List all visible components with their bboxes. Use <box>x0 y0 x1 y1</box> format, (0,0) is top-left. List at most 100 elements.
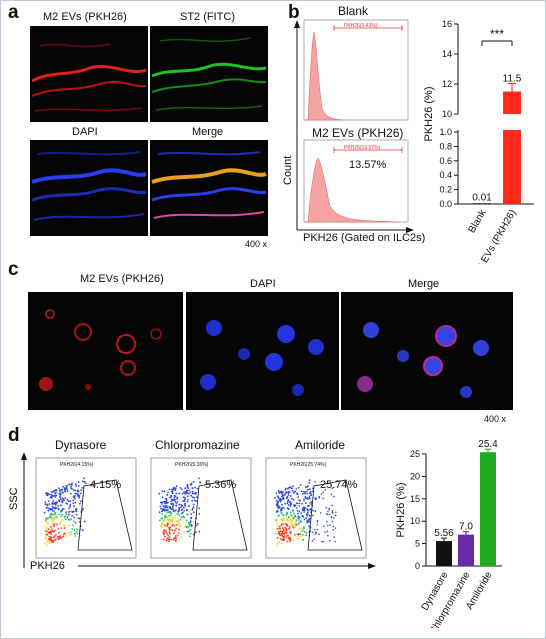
dot-point <box>281 492 283 495</box>
dot-point <box>162 505 165 508</box>
dot-point <box>74 535 77 537</box>
dot-point <box>300 512 303 514</box>
dot-point <box>69 500 72 502</box>
dot-point <box>277 514 280 517</box>
panel-d-letter: d <box>8 425 20 446</box>
dot-point <box>324 531 326 533</box>
dot-point <box>163 524 166 527</box>
chart-b-ylabel: PKH26 (%) <box>424 86 435 141</box>
dot-point <box>73 529 76 532</box>
dot-point <box>329 524 332 526</box>
dot-point <box>188 524 191 527</box>
dot-point <box>331 487 334 489</box>
dot-point <box>311 540 314 542</box>
dot-point <box>174 535 177 537</box>
dot-point <box>50 516 52 519</box>
dot-point <box>303 530 306 533</box>
dot-point <box>83 477 85 480</box>
dot-point <box>164 502 167 505</box>
dot-point <box>79 502 81 505</box>
dot-point <box>53 523 56 525</box>
dot-point <box>316 519 319 522</box>
dot-point <box>161 490 164 493</box>
dot-point <box>68 513 70 516</box>
dot-point <box>196 487 199 490</box>
dot-point <box>292 523 295 525</box>
dot-point <box>70 485 72 488</box>
dot-point <box>65 486 68 489</box>
dot-point <box>168 488 171 491</box>
dot-point <box>73 496 76 498</box>
dot-point <box>44 501 47 503</box>
dot-point <box>275 500 278 502</box>
dot-point <box>165 531 168 534</box>
dot-point <box>284 526 286 529</box>
dot-point <box>45 527 48 529</box>
dot-point <box>299 533 301 536</box>
flow-bottom-title: M2 EVs (PKH26) <box>312 126 404 140</box>
dot-point <box>311 531 314 534</box>
dot-point <box>52 541 55 544</box>
dot-point <box>73 505 75 508</box>
dot-point <box>307 488 309 491</box>
dot-point <box>75 509 78 512</box>
dot-point <box>283 538 285 541</box>
chart-b-ytick-label: 0.8 <box>439 141 452 151</box>
dot-point <box>315 531 317 533</box>
dot-point <box>275 519 277 521</box>
dot-point <box>50 519 53 521</box>
dot-point <box>47 507 50 510</box>
dot-point <box>175 524 178 526</box>
dot-point <box>161 517 164 520</box>
dot-point <box>275 504 278 507</box>
dot-point <box>290 532 292 535</box>
dot-point <box>276 522 278 525</box>
dot-point <box>160 538 163 541</box>
dot-point <box>45 506 48 509</box>
dot-point <box>171 506 174 508</box>
chart-d-ytick-label: 15 <box>410 494 420 504</box>
dot-point <box>59 537 61 540</box>
dot-point <box>333 536 335 538</box>
dot-point <box>333 495 335 498</box>
chart-b-ytick-label: 0.6 <box>439 156 452 166</box>
dot-point <box>49 507 52 510</box>
dot-point <box>199 481 202 484</box>
dot-point <box>307 505 309 507</box>
dot-point <box>276 502 279 505</box>
dot-point <box>55 489 57 492</box>
dot-point <box>54 494 56 497</box>
dot-point <box>309 492 311 495</box>
dot-point <box>319 512 322 514</box>
dot-point <box>179 525 182 528</box>
dot-point <box>169 507 172 509</box>
dot-point <box>67 500 70 503</box>
micrograph-a-st2 <box>150 26 268 122</box>
dot-point <box>290 530 292 533</box>
dot-plot-gate <box>77 479 133 551</box>
dot-point <box>161 503 163 505</box>
dot-point <box>46 533 49 536</box>
dot-point <box>284 523 287 525</box>
dot-point <box>171 518 174 521</box>
dot-point <box>321 541 323 543</box>
dot-point <box>326 530 329 532</box>
dot-point <box>160 501 163 504</box>
chart-d-bar <box>480 452 496 566</box>
panel-a-magnification: 400 x <box>245 239 268 249</box>
dot-point <box>181 511 184 514</box>
dot-point <box>167 534 170 537</box>
dot-point <box>167 523 169 526</box>
dot-point <box>169 520 172 523</box>
dot-point <box>59 498 62 501</box>
dot-point <box>172 516 174 519</box>
chart-d-bar <box>436 541 452 566</box>
dot-point <box>55 538 57 541</box>
dot-point <box>334 540 336 543</box>
dot-point <box>72 489 75 491</box>
dot-point <box>63 527 66 529</box>
dot-point <box>49 513 52 516</box>
dot-point <box>278 525 281 528</box>
dot-point <box>184 502 187 505</box>
dot-point <box>57 507 60 510</box>
